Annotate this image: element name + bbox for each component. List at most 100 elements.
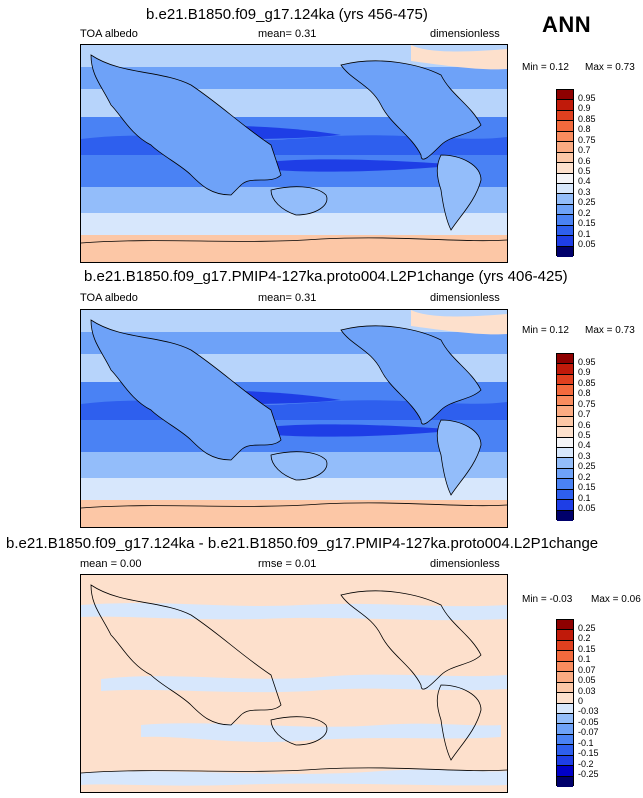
colorbar-cell (557, 152, 573, 164)
panel-2-map (80, 309, 508, 528)
colorbar-cell (557, 406, 573, 417)
panel-2-mean-label: mean= 0.31 (258, 292, 317, 304)
colorbar-cell (557, 724, 573, 735)
colorbar-cell (557, 661, 573, 673)
colorbar-tick-label: -0.05 (578, 716, 599, 727)
colorbar-tick-label: 0.25 (578, 197, 596, 208)
colorbar-tick-label: 0.85 (578, 113, 596, 124)
colorbar-cell (557, 651, 573, 662)
season-label: ANN (542, 12, 592, 37)
colorbar-cell (557, 713, 573, 725)
colorbar-tick-label: 0.3 (578, 186, 591, 197)
colorbar-cell (557, 163, 573, 174)
colorbar-cell (557, 437, 573, 448)
colorbar-tick-label: 0.7 (578, 409, 591, 420)
colorbar-cell (557, 416, 573, 428)
colorbar-cell (557, 354, 573, 365)
colorbar-tick-label: 0.3 (578, 450, 591, 461)
colorbar-tick-label: 0.5 (578, 166, 591, 176)
colorbar-tick-label: 0.7 (578, 145, 591, 156)
colorbar-cell (557, 682, 573, 694)
colorbar-cell (557, 766, 573, 777)
colorbar-tick-label: -0.07 (578, 727, 599, 738)
colorbar-tick-label: 0.6 (578, 155, 591, 166)
colorbar-tick-label: 0.9 (578, 103, 591, 114)
panel-3-mean-label: mean = 0.00 (80, 558, 142, 570)
colorbar-tick-label: 0.1 (578, 492, 591, 503)
panel-3-map (80, 574, 508, 793)
colorbar-cell (557, 395, 573, 407)
colorbar-tick-label: 0.03 (578, 685, 596, 696)
colorbar-tick-label: 0.8 (578, 388, 591, 399)
panel-2-max-label: Max = 0.73 (585, 325, 635, 336)
colorbar-tick-label: 0.85 (578, 377, 596, 388)
colorbar-tick-label: 0.75 (578, 134, 596, 145)
panel-1-colorbar (556, 89, 574, 257)
colorbar-cell (557, 630, 573, 641)
colorbar-tick-label: 0.4 (578, 440, 591, 451)
colorbar-cell (557, 734, 573, 746)
colorbar-tick-label: 0.2 (578, 207, 591, 218)
colorbar-tick-label: -0.15 (578, 748, 599, 759)
colorbar-tick-label: -0.2 (578, 758, 594, 769)
colorbar-cell (557, 489, 573, 501)
panel-3-min-label: Min = -0.03 (522, 594, 573, 605)
colorbar-tick-label: -0.1 (578, 737, 594, 748)
colorbar-cell (557, 620, 573, 631)
panel-2-units-label: dimensionless (430, 292, 500, 304)
colorbar-cell (557, 447, 573, 459)
colorbar-cell (557, 100, 573, 111)
colorbar-cell (557, 458, 573, 469)
colorbar-cell (557, 90, 573, 101)
colorbar-cell (557, 225, 573, 237)
panel-3-max-label: Max = 0.06 (591, 594, 641, 605)
colorbar-tick-label: -0.25 (578, 769, 599, 780)
colorbar-cell (557, 236, 573, 247)
colorbar-tick-label: 0 (578, 696, 584, 706)
colorbar-tick-label: -0.03 (578, 706, 599, 717)
panel-1-variable-label: TOA albedo (80, 28, 138, 40)
colorbar-tick-label: 0.05 (578, 503, 596, 514)
colorbar-cell (557, 374, 573, 386)
panel-1-units-label: dimensionless (430, 28, 500, 40)
colorbar-tick-label: 0.15 (578, 218, 596, 229)
panel-1-min-label: Min = 0.12 (522, 62, 569, 73)
panel-1-mean-label: mean= 0.31 (258, 28, 317, 40)
panel-2-title: b.e21.B1850.f09_g17.PMIP4-127ka.proto004… (84, 268, 568, 285)
colorbar-cell (557, 142, 573, 153)
colorbar-tick-label: 0.1 (578, 654, 591, 665)
colorbar-tick-label: 0.75 (578, 398, 596, 409)
panel-1-title: b.e21.B1850.f09_g17.124ka (yrs 456-475) (146, 6, 428, 23)
colorbar-tick-label: 0.2 (578, 633, 591, 644)
colorbar-cell (557, 479, 573, 490)
colorbar-tick-label: 0.6 (578, 419, 591, 430)
colorbar-tick-label: 0.15 (578, 482, 596, 493)
colorbar-cell (557, 121, 573, 132)
colorbar-tick-label: 0.5 (578, 430, 591, 440)
colorbar-cell (557, 672, 573, 683)
colorbar-cell (557, 510, 573, 521)
colorbar-tick-label: 0.95 (578, 356, 596, 367)
colorbar-tick-label: 0.2 (578, 471, 591, 482)
colorbar-cell (557, 204, 573, 216)
colorbar-cell (557, 194, 573, 205)
panel-3-rmse-label: rmse = 0.01 (258, 558, 317, 570)
colorbar-tick-label: 0.05 (578, 239, 596, 250)
colorbar-tick-label: 0.1 (578, 228, 591, 239)
colorbar-tick-label: 0.9 (578, 367, 591, 378)
colorbar-tick-label: 0.4 (578, 176, 591, 187)
panel-2-min-label: Min = 0.12 (522, 325, 569, 336)
panel-1-max-label: Max = 0.73 (585, 62, 635, 73)
colorbar-cell (557, 173, 573, 184)
colorbar-cell (557, 385, 573, 396)
colorbar-cell (557, 110, 573, 122)
colorbar-cell (557, 755, 573, 767)
colorbar-cell (557, 183, 573, 195)
panel-3-units-label: dimensionless (430, 558, 500, 570)
panel-3-title: b.e21.B1850.f09_g17.124ka - b.e21.B1850.… (6, 535, 599, 552)
colorbar-tick-label: 0.8 (578, 124, 591, 135)
colorbar-cell (557, 364, 573, 375)
colorbar-tick-label: 0.25 (578, 622, 596, 633)
panel-2-variable-label: TOA albedo (80, 292, 138, 304)
colorbar-tick-label: 0.15 (578, 643, 596, 654)
